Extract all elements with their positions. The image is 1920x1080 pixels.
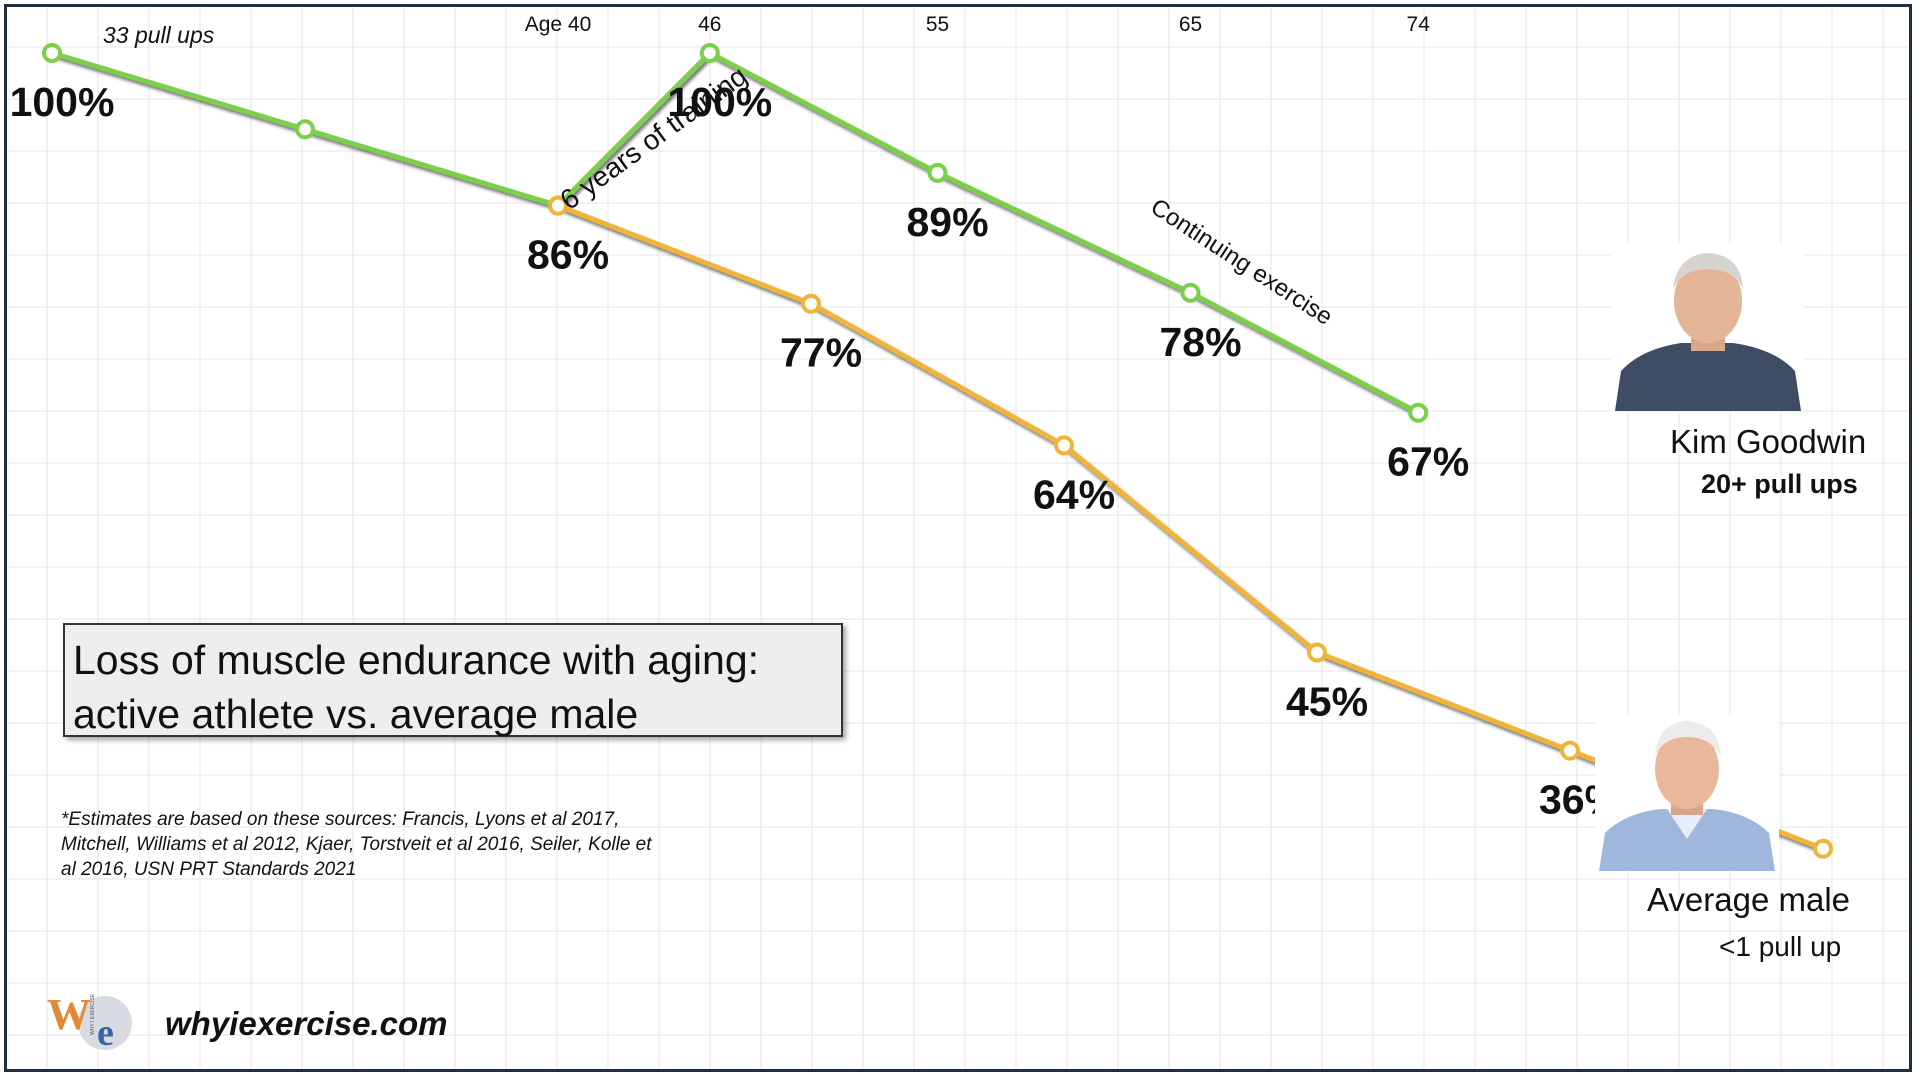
data-point bbox=[1560, 740, 1580, 761]
athlete-photo bbox=[1611, 243, 1803, 411]
data-point bbox=[1813, 838, 1833, 859]
data-point bbox=[295, 119, 315, 140]
data-point bbox=[1307, 642, 1327, 663]
athlete-name: Kim Goodwin bbox=[1670, 423, 1867, 460]
x-tick-label: 46 bbox=[698, 13, 721, 36]
data-point bbox=[699, 43, 720, 63]
line-chart: Age 40 46 55 65 74 100% 86% 100% 89% 78% 67% 77% 64… bbox=[7, 7, 1909, 1069]
data-point bbox=[548, 195, 568, 216]
annotations: 33 pull ups 6 years of training Continui… bbox=[103, 22, 1337, 331]
chart-subtitle: active athlete vs. average male bbox=[73, 691, 639, 737]
data-point bbox=[927, 162, 948, 183]
average-male-name: Average male bbox=[1647, 881, 1851, 918]
data-point bbox=[1054, 435, 1074, 456]
x-tick-label: Age 40 bbox=[525, 13, 592, 36]
data-label: 64% bbox=[1033, 471, 1115, 517]
logo-vertical-text: WHY I EXERCISE bbox=[90, 993, 96, 1035]
website-url: whyiexercise.com bbox=[165, 1005, 448, 1042]
logo-letter-w: W bbox=[47, 990, 91, 1039]
chart-frame: Age 40 46 55 65 74 100% 86% 100% 89% 78% 67% 77% 64… bbox=[4, 4, 1912, 1072]
average-male-detail: <1 pull up bbox=[1719, 931, 1842, 962]
data-label: 89% bbox=[906, 199, 988, 245]
whyiexercise-logo: W e WHY I EXERCISE bbox=[47, 990, 132, 1053]
value-labels: 100%86%100%89%78%67%77%64%45%36% bbox=[10, 79, 1621, 823]
data-point bbox=[1180, 282, 1201, 303]
sources-footnote: *Estimates are based on these sources: F… bbox=[61, 809, 652, 880]
data-label: 45% bbox=[1286, 679, 1368, 725]
data-label: 67% bbox=[1387, 439, 1469, 485]
x-tick-label: 74 bbox=[1407, 13, 1431, 36]
data-label: 100% bbox=[10, 79, 115, 125]
annotation-pull-ups: 33 pull ups bbox=[103, 22, 215, 48]
logo-letter-e: e bbox=[97, 1012, 114, 1053]
chart-title: Loss of muscle endurance with aging: bbox=[73, 637, 760, 683]
data-label: 86% bbox=[527, 232, 609, 278]
athlete-detail: 20+ pull ups bbox=[1701, 469, 1858, 499]
series-points bbox=[42, 43, 1833, 859]
average-male-photo bbox=[1595, 715, 1779, 871]
data-point bbox=[801, 293, 821, 314]
x-tick-label: 65 bbox=[1179, 13, 1202, 36]
data-label: 78% bbox=[1159, 319, 1241, 365]
x-tick-labels: Age 40 46 55 65 74 bbox=[525, 13, 1430, 36]
annotation-training: 6 years of training bbox=[554, 60, 752, 216]
data-point bbox=[1408, 402, 1429, 423]
chart-title-box: Loss of muscle endurance with aging: act… bbox=[63, 623, 843, 737]
data-label: 100% bbox=[667, 79, 772, 125]
data-label: 77% bbox=[780, 330, 862, 376]
x-tick-label: 55 bbox=[926, 13, 949, 36]
data-point bbox=[42, 43, 62, 63]
annotation-continuing: Continuing exercise bbox=[1146, 193, 1337, 330]
chart-grid bbox=[7, 7, 1909, 1069]
